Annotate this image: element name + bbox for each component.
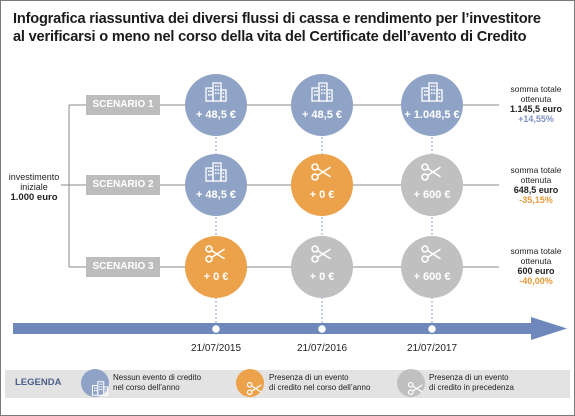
- scenario-2-year-1: + 48,5 €: [185, 154, 247, 216]
- timeline-marker-2: [316, 323, 328, 335]
- legend-item-2-line-1: Presenza di un evento: [269, 373, 349, 382]
- cell-value: + 0 €: [309, 271, 335, 283]
- legend-orange-swatch: [236, 369, 264, 397]
- scissors-icon: [420, 162, 444, 182]
- result-percentage: -35,15%: [519, 195, 553, 205]
- result-amount: 648,5 euro: [513, 185, 559, 195]
- cell-value: + 48,5 €: [195, 189, 237, 201]
- scenario-2-result: somma totale ottenuta 648,5 euro -35,15%: [501, 165, 571, 205]
- scissors-icon: [310, 162, 334, 182]
- investment-line-2: iniziale: [20, 182, 48, 192]
- investment-line-1: investimento: [8, 172, 60, 182]
- legend-item-1: Nessun evento di credito nel corso dell’…: [113, 373, 201, 393]
- result-percentage: +14,55%: [518, 114, 554, 124]
- legend-blue-swatch: [81, 369, 109, 397]
- investment-label: investimento iniziale 1.000 euro: [5, 172, 63, 203]
- scenario-2-label: SCENARIO 2: [86, 175, 160, 195]
- title-line-1: Infografica riassuntiva dei diversi flus…: [13, 11, 541, 27]
- title-line-2: al verificarsi o meno nel corso della vi…: [13, 29, 527, 45]
- cell-value: + 600 €: [413, 271, 451, 283]
- scenario-2-year-2: + 0 €: [291, 154, 353, 216]
- result-amount: 1.145,5 euro: [509, 104, 563, 114]
- result-line-2: ottenuta: [520, 94, 552, 104]
- result-line-1: somma totale: [510, 165, 562, 175]
- timeline-marker-3: [426, 323, 438, 335]
- date-year-1: 21/07/2015: [190, 343, 242, 354]
- result-percentage: -40,00%: [519, 276, 553, 286]
- scenario-1-result: somma totale ottenuta 1.145,5 euro +14,5…: [501, 84, 571, 124]
- scenario-3-label: SCENARIO 3: [86, 257, 160, 277]
- scissors-icon: [204, 244, 228, 264]
- scenario-2-year-3: + 600 €: [401, 154, 463, 216]
- scenario-3-year-2: + 0 €: [291, 236, 353, 298]
- result-amount: 600 euro: [517, 266, 555, 276]
- legend-item-2-line-2: di credito nel corso dell’anno: [269, 383, 371, 392]
- scenario-1-year-1: + 48,5 €: [185, 74, 247, 136]
- date-year-2: 21/07/2016: [296, 343, 348, 354]
- cell-value: + 1.048,5 €: [404, 109, 460, 121]
- building-icon: [310, 82, 334, 102]
- result-line-2: ottenuta: [520, 175, 552, 185]
- building-icon: [204, 162, 228, 182]
- scissors-icon: [420, 244, 444, 264]
- scenario-1-year-3: + 1.048,5 €: [401, 74, 463, 136]
- scenario-1-label: SCENARIO 1: [86, 95, 160, 115]
- cell-value: + 48,5 €: [195, 109, 237, 121]
- scenario-1-year-2: + 48,5 €: [291, 74, 353, 136]
- legend-item-3: Presenza di un evento di credito in prec…: [429, 373, 514, 393]
- scenario-3-year-1: + 0 €: [185, 236, 247, 298]
- legend-item-2: Presenza di un evento di credito nel cor…: [269, 373, 370, 393]
- result-line-1: somma totale: [510, 246, 562, 256]
- scenario-3-year-3: + 600 €: [401, 236, 463, 298]
- timeline-bar: [13, 323, 533, 334]
- result-line-2: ottenuta: [520, 256, 552, 266]
- infographic-title: Infografica riassuntiva dei diversi flus…: [13, 10, 568, 46]
- cell-value: + 48,5 €: [301, 109, 343, 121]
- cell-value: + 0 €: [309, 189, 335, 201]
- legend-grey-swatch: [397, 369, 425, 397]
- legend-item-3-line-1: Presenza di un evento: [429, 373, 509, 382]
- scenario-3-result: somma totale ottenuta 600 euro -40,00%: [501, 246, 571, 286]
- legend-item-1-line-1: Nessun evento di credito: [113, 373, 202, 382]
- timeline-marker-1: [210, 323, 222, 335]
- result-line-1: somma totale: [510, 84, 562, 94]
- cell-value: + 600 €: [413, 189, 451, 201]
- timeline-arrowhead: [531, 317, 567, 340]
- scissors-icon: [310, 244, 334, 264]
- investment-amount: 1.000 euro: [10, 192, 58, 203]
- cell-value: + 0 €: [203, 271, 229, 283]
- legend-item-3-line-2: di credito in precedenza: [429, 383, 514, 392]
- legend-item-1-line-2: nel corso dell’anno: [113, 383, 180, 392]
- legend-title: LEGENDA: [15, 377, 62, 388]
- building-icon: [204, 82, 228, 102]
- date-year-3: 21/07/2017: [406, 343, 458, 354]
- building-icon: [420, 82, 444, 102]
